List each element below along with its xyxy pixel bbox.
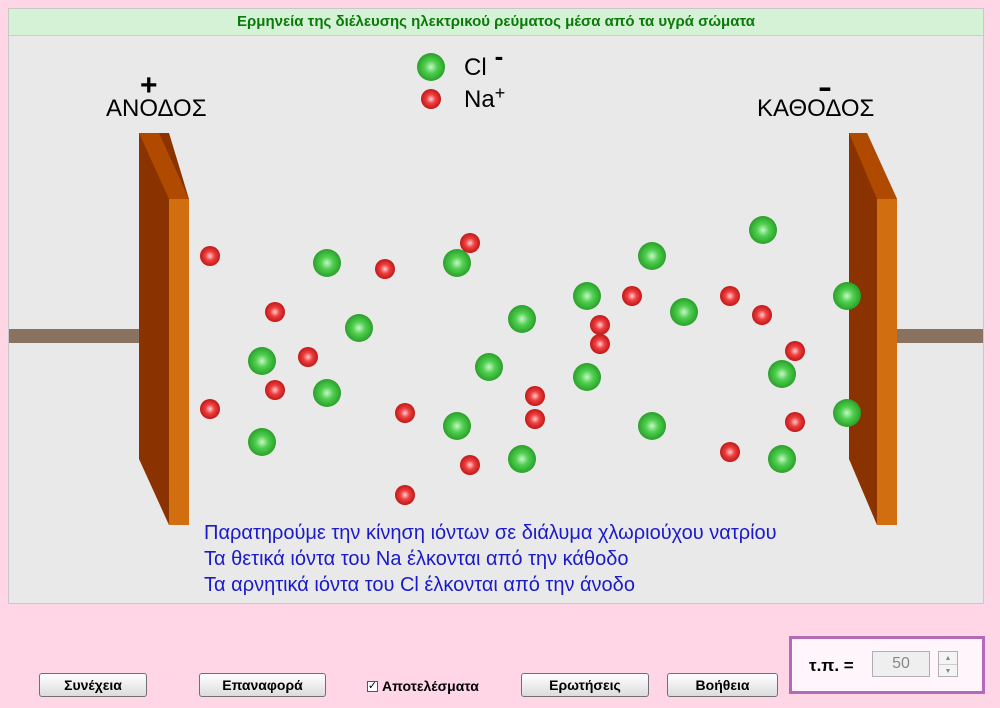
- anode-sign: +: [140, 69, 158, 102]
- chloride-ion: [248, 428, 276, 456]
- sodium-ion: [298, 347, 318, 367]
- sodium-ion: [785, 341, 805, 361]
- sodium-ion: [395, 485, 415, 505]
- chloride-ion: [248, 347, 276, 375]
- help-button[interactable]: Βοήθεια: [667, 673, 778, 697]
- chloride-ion: [833, 282, 861, 310]
- chloride-ion: [475, 353, 503, 381]
- cathode-sign: -: [818, 71, 832, 104]
- sodium-ion: [200, 399, 220, 419]
- chloride-ion: [768, 445, 796, 473]
- chloride-ion: [749, 216, 777, 244]
- info-line-2: Τα θετικά ιόντα του Na έλκονται από την …: [204, 548, 629, 570]
- legend-chloride-label: Cl -: [464, 41, 504, 81]
- spinner-down-icon[interactable]: ▼: [939, 664, 957, 677]
- chloride-ion: [833, 399, 861, 427]
- sodium-ion: [752, 305, 772, 325]
- legend-chloride-ion: [417, 53, 445, 81]
- chloride-ion: [573, 282, 601, 310]
- tp-label: τ.π. =: [809, 656, 854, 675]
- chloride-ion: [638, 242, 666, 270]
- sodium-ions: [200, 233, 805, 505]
- sodium-ion: [590, 315, 610, 335]
- simulation-area: Ερμηνεία της διέλευσης ηλεκτρικού ρεύματ…: [8, 8, 984, 604]
- anode-wire: [9, 329, 149, 343]
- sodium-ion: [395, 403, 415, 423]
- chloride-ion: [345, 314, 373, 342]
- sodium-ion: [720, 442, 740, 462]
- sodium-ion: [785, 412, 805, 432]
- reset-button[interactable]: Επαναφορά: [199, 673, 326, 697]
- legend-sodium-ion: [421, 89, 441, 109]
- sodium-ion: [525, 386, 545, 406]
- tp-input[interactable]: [872, 651, 930, 677]
- info-line-3: Τα αρνητικά ιόντα του Cl έλκονται από τη…: [204, 574, 635, 596]
- sodium-ion: [460, 455, 480, 475]
- anode-electrode: [139, 133, 189, 525]
- chloride-ion: [508, 445, 536, 473]
- sodium-ion: [200, 246, 220, 266]
- sodium-ion: [375, 259, 395, 279]
- sodium-ion: [525, 409, 545, 429]
- sodium-ion: [720, 286, 740, 306]
- anode-label: ΑΝΟΔΟΣ: [106, 95, 207, 122]
- sodium-ion: [460, 233, 480, 253]
- results-checkbox[interactable]: ✓: [367, 679, 378, 692]
- chloride-ion: [573, 363, 601, 391]
- spinner-up-icon[interactable]: ▲: [944, 654, 952, 662]
- cathode-wire: [897, 329, 983, 343]
- chloride-ion: [670, 298, 698, 326]
- page-title: Ερμηνεία της διέλευσης ηλεκτρικού ρεύματ…: [9, 9, 983, 36]
- chloride-ion: [638, 412, 666, 440]
- chloride-ion: [443, 412, 471, 440]
- sodium-ion: [265, 302, 285, 322]
- info-line-1: Παρατηρούμε την κίνηση ιόντων σε διάλυμα…: [204, 522, 777, 544]
- chloride-ion: [443, 249, 471, 277]
- chloride-ion: [313, 379, 341, 407]
- legend-sodium-label: Na+: [464, 83, 506, 113]
- sodium-ion: [265, 380, 285, 400]
- continue-button[interactable]: Συνέχεια: [39, 673, 147, 697]
- tp-panel: τ.π. = ▲ ▼: [789, 636, 985, 694]
- chloride-ions: [248, 216, 861, 473]
- chloride-ion: [508, 305, 536, 333]
- chloride-ion: [313, 249, 341, 277]
- chloride-ion: [768, 360, 796, 388]
- results-toggle[interactable]: ✓ Αποτελέσματα: [367, 677, 479, 695]
- tp-spinner[interactable]: ▲ ▼: [938, 651, 958, 677]
- results-label: Αποτελέσματα: [382, 678, 479, 694]
- cathode-electrode: [849, 133, 897, 525]
- questions-button[interactable]: Ερωτήσεις: [521, 673, 649, 697]
- cathode-label: ΚΑΘΟΔΟΣ: [757, 95, 875, 122]
- electrolysis-scene: [9, 53, 983, 525]
- sodium-ion: [622, 286, 642, 306]
- sodium-ion: [590, 334, 610, 354]
